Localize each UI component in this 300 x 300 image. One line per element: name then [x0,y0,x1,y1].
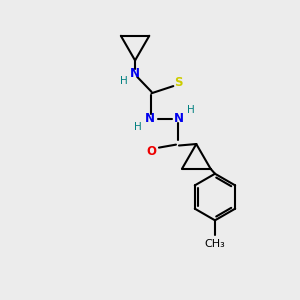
Text: H: H [134,122,142,132]
Text: N: N [174,112,184,125]
Text: H: H [187,105,195,115]
Text: N: N [145,112,155,125]
Text: H: H [120,76,128,86]
Text: N: N [130,68,140,80]
Text: S: S [174,76,183,89]
Text: CH₃: CH₃ [205,239,225,249]
Text: O: O [146,145,157,158]
